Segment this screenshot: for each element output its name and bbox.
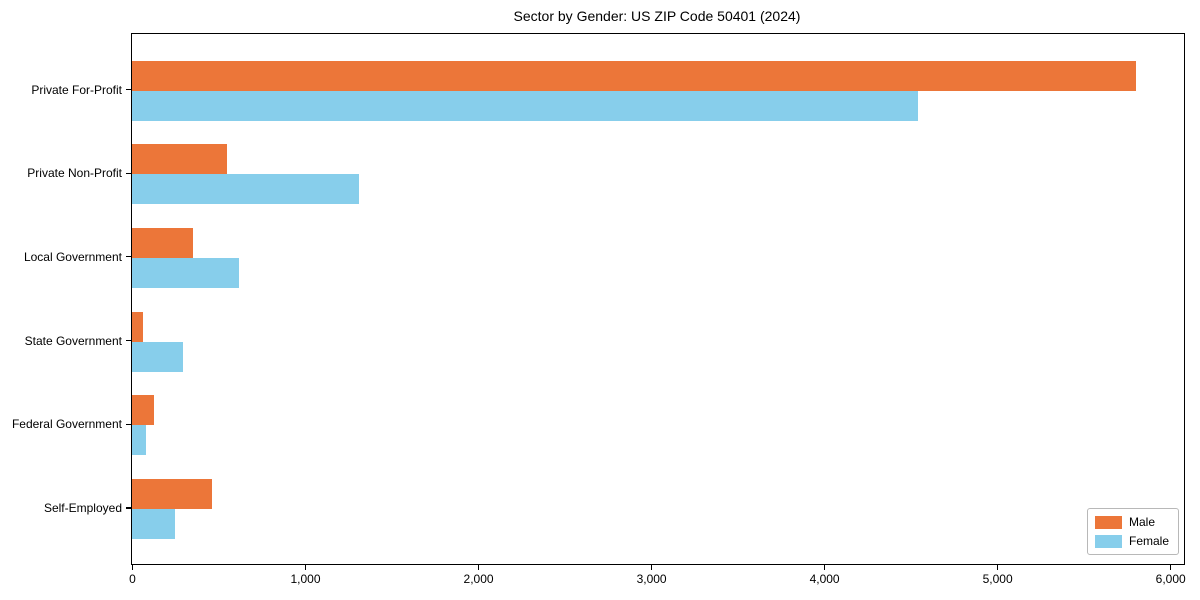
bar-male-private-for-profit bbox=[132, 60, 1136, 91]
x-tick-mark bbox=[477, 564, 480, 570]
y-tick-mark bbox=[126, 340, 131, 342]
legend-item-female: Female bbox=[1094, 534, 1169, 548]
plot-area: Male Female bbox=[131, 33, 1185, 565]
bar-female-federal-government bbox=[132, 425, 146, 456]
bar-male-self-employed bbox=[132, 479, 212, 509]
legend-label-male: Male bbox=[1128, 515, 1155, 529]
bar-male-local-government bbox=[132, 227, 193, 258]
x-tick-mark bbox=[1170, 564, 1172, 570]
x-tick-label-6000: 6,000 bbox=[1155, 572, 1186, 586]
y-tick-mark bbox=[126, 507, 131, 509]
x-tick-label-4000: 4,000 bbox=[809, 572, 840, 586]
bar-female-private-for-profit bbox=[132, 90, 918, 121]
chart-title: Sector by Gender: US ZIP Code 50401 (202… bbox=[513, 8, 801, 24]
x-tick-mark bbox=[997, 564, 999, 570]
legend: Male Female bbox=[1086, 508, 1179, 555]
y-tick-label-private-for-profit: Private For-Profit bbox=[31, 82, 122, 97]
y-tick-label-federal-government: Federal Government bbox=[11, 417, 122, 432]
male-series-swatch bbox=[1094, 515, 1122, 529]
legend-label-female: Female bbox=[1128, 534, 1169, 548]
x-tick-mark bbox=[131, 564, 134, 570]
x-tick-label-0: 0 bbox=[129, 572, 136, 586]
y-tick-label-self-employed: Self-Employed bbox=[43, 501, 122, 515]
bar-female-local-government bbox=[132, 257, 240, 288]
x-tick-mark bbox=[650, 564, 653, 570]
x-tick-mark bbox=[824, 564, 826, 570]
bar-male-federal-government bbox=[132, 395, 154, 426]
y-tick-label-private-non-profit: Private Non-Profit bbox=[27, 166, 122, 181]
bar-female-self-employed bbox=[132, 509, 176, 539]
y-tick-mark bbox=[126, 172, 131, 174]
x-tick-label-3000: 3,000 bbox=[636, 572, 667, 586]
bar-male-private-non-profit bbox=[132, 144, 228, 175]
y-tick-mark bbox=[126, 423, 131, 425]
y-tick-label-local-government: Local Government bbox=[23, 249, 122, 264]
x-tick-label-2000: 2,000 bbox=[463, 572, 494, 586]
x-tick-label-5000: 5,000 bbox=[982, 572, 1013, 586]
y-tick-mark bbox=[126, 88, 131, 91]
x-tick-mark bbox=[304, 564, 307, 570]
bar-female-private-non-profit bbox=[132, 174, 359, 205]
legend-item-male: Male bbox=[1094, 515, 1169, 529]
bar-male-state-government bbox=[132, 311, 144, 342]
x-tick-label-1000: 1,000 bbox=[290, 572, 321, 586]
female-series-swatch bbox=[1094, 534, 1122, 548]
bar-female-state-government bbox=[132, 341, 184, 372]
y-tick-mark bbox=[126, 256, 131, 258]
y-tick-label-state-government: State Government bbox=[24, 333, 122, 348]
